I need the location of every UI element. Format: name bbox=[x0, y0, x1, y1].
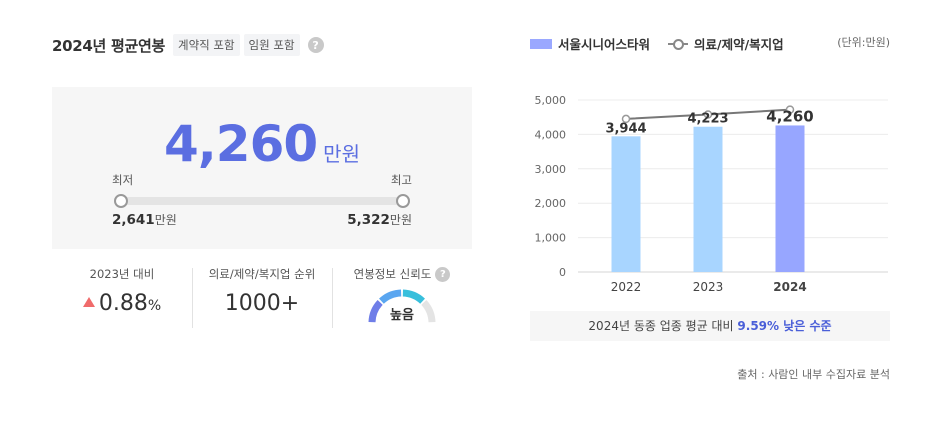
salary-range-bar bbox=[114, 194, 410, 208]
salary-bar-chart: 0 1,000 2,000 3,000 4,000 5,000 2022 2023 2024 3,… bbox=[535, 94, 888, 294]
y-tick-label: 1,000 bbox=[535, 232, 567, 245]
reliability-help-icon[interactable]: ? bbox=[435, 266, 451, 282]
bar bbox=[693, 126, 723, 272]
yoy-value: 0.88% bbox=[52, 291, 192, 316]
gauge-segment bbox=[421, 300, 436, 323]
chart-panel: 서울시니어스타워 의료/제약/복지업 (단위:만원) 0 1,000 2,000 3,… bbox=[530, 30, 890, 390]
reliability-label: 연봉정보 신뢰도? bbox=[332, 266, 472, 282]
stat-reliability: 연봉정보 신뢰도? 높음 bbox=[332, 266, 472, 334]
max-value: 5,322만원 bbox=[347, 212, 412, 228]
chart-legend: 서울시니어스타워 의료/제약/복지업 bbox=[530, 34, 784, 53]
page-title: 2024년 평균연봉 bbox=[52, 36, 165, 55]
x-tick-label: 2023 bbox=[693, 280, 724, 294]
stat-rank: 의료/제약/복지업 순위 1000+ bbox=[192, 266, 332, 334]
yoy-label: 2023년 대비 bbox=[89, 267, 155, 281]
min-label: 최저 bbox=[112, 173, 134, 187]
line-point bbox=[621, 114, 631, 124]
y-tick-label: 3,000 bbox=[535, 163, 567, 176]
range-max-knob bbox=[396, 194, 410, 208]
rank-value: 1000+ bbox=[224, 291, 300, 316]
range-min-knob bbox=[114, 194, 128, 208]
bar bbox=[611, 136, 641, 272]
average-salary-unit: 만원 bbox=[323, 142, 360, 166]
x-tick-label: 2024 bbox=[773, 280, 806, 294]
line-point bbox=[785, 105, 795, 114]
gauge-segment bbox=[379, 289, 402, 304]
reliability-gauge: 높음 bbox=[365, 286, 439, 326]
legend-bar-swatch bbox=[530, 38, 552, 49]
salary-panel: 2024년 평균연봉 계약직 포함 임원 포함 ? 4,260 만원 최저 최고 … bbox=[52, 30, 472, 350]
gauge-segment bbox=[402, 289, 425, 304]
y-tick-label: 2,000 bbox=[535, 197, 567, 210]
tag-contract: 계약직 포함 bbox=[172, 34, 240, 56]
bar-data-label: 4,260 bbox=[766, 107, 813, 125]
source-note: 출처 : 사람인 내부 수집자료 분석 bbox=[737, 368, 890, 381]
line-point bbox=[703, 110, 713, 119]
x-tick-label: 2022 bbox=[611, 280, 642, 294]
comparison-highlight: 9.59% 낮은 수준 bbox=[737, 319, 832, 333]
unit-note: (단위:만원) bbox=[837, 36, 890, 49]
legend-line-label: 의료/제약/복지업 bbox=[694, 37, 784, 52]
comparison-note: 2024년 동종 업종 평균 대비 9.59% 낮은 수준 bbox=[530, 311, 890, 341]
legend-line-swatch bbox=[668, 38, 689, 50]
title-row: 2024년 평균연봉 계약직 포함 임원 포함 ? bbox=[52, 30, 472, 60]
stats-row: 2023년 대비 0.88% 의료/제약/복지업 순위 1000+ 연봉정보 신… bbox=[52, 266, 472, 334]
bar-data-label: 4,223 bbox=[687, 112, 728, 127]
max-label: 최고 bbox=[390, 173, 412, 187]
average-salary-value: 4,260 bbox=[164, 115, 318, 173]
min-value: 2,641만원 bbox=[112, 212, 177, 228]
y-tick-label: 5,000 bbox=[535, 94, 567, 107]
help-icon[interactable]: ? bbox=[307, 37, 324, 53]
average-salary: 4,260 만원 bbox=[52, 115, 472, 173]
bar-data-label: 3,944 bbox=[605, 121, 646, 136]
gauge-segment bbox=[368, 300, 383, 323]
stat-yoy: 2023년 대비 0.88% bbox=[52, 266, 192, 334]
reliability-value: 높음 bbox=[390, 308, 414, 323]
tag-executive: 임원 포함 bbox=[243, 34, 300, 56]
legend-bar-label: 서울시니어스타워 bbox=[558, 37, 651, 52]
y-tick-label: 4,000 bbox=[535, 128, 567, 141]
up-triangle-icon bbox=[82, 297, 95, 307]
rank-label: 의료/제약/복지업 순위 bbox=[208, 267, 316, 281]
bar bbox=[775, 125, 805, 273]
y-tick-label: 0 bbox=[559, 266, 566, 279]
salary-summary-box: 4,260 만원 최저 최고 2,641만원 5,322만원 bbox=[52, 87, 472, 249]
